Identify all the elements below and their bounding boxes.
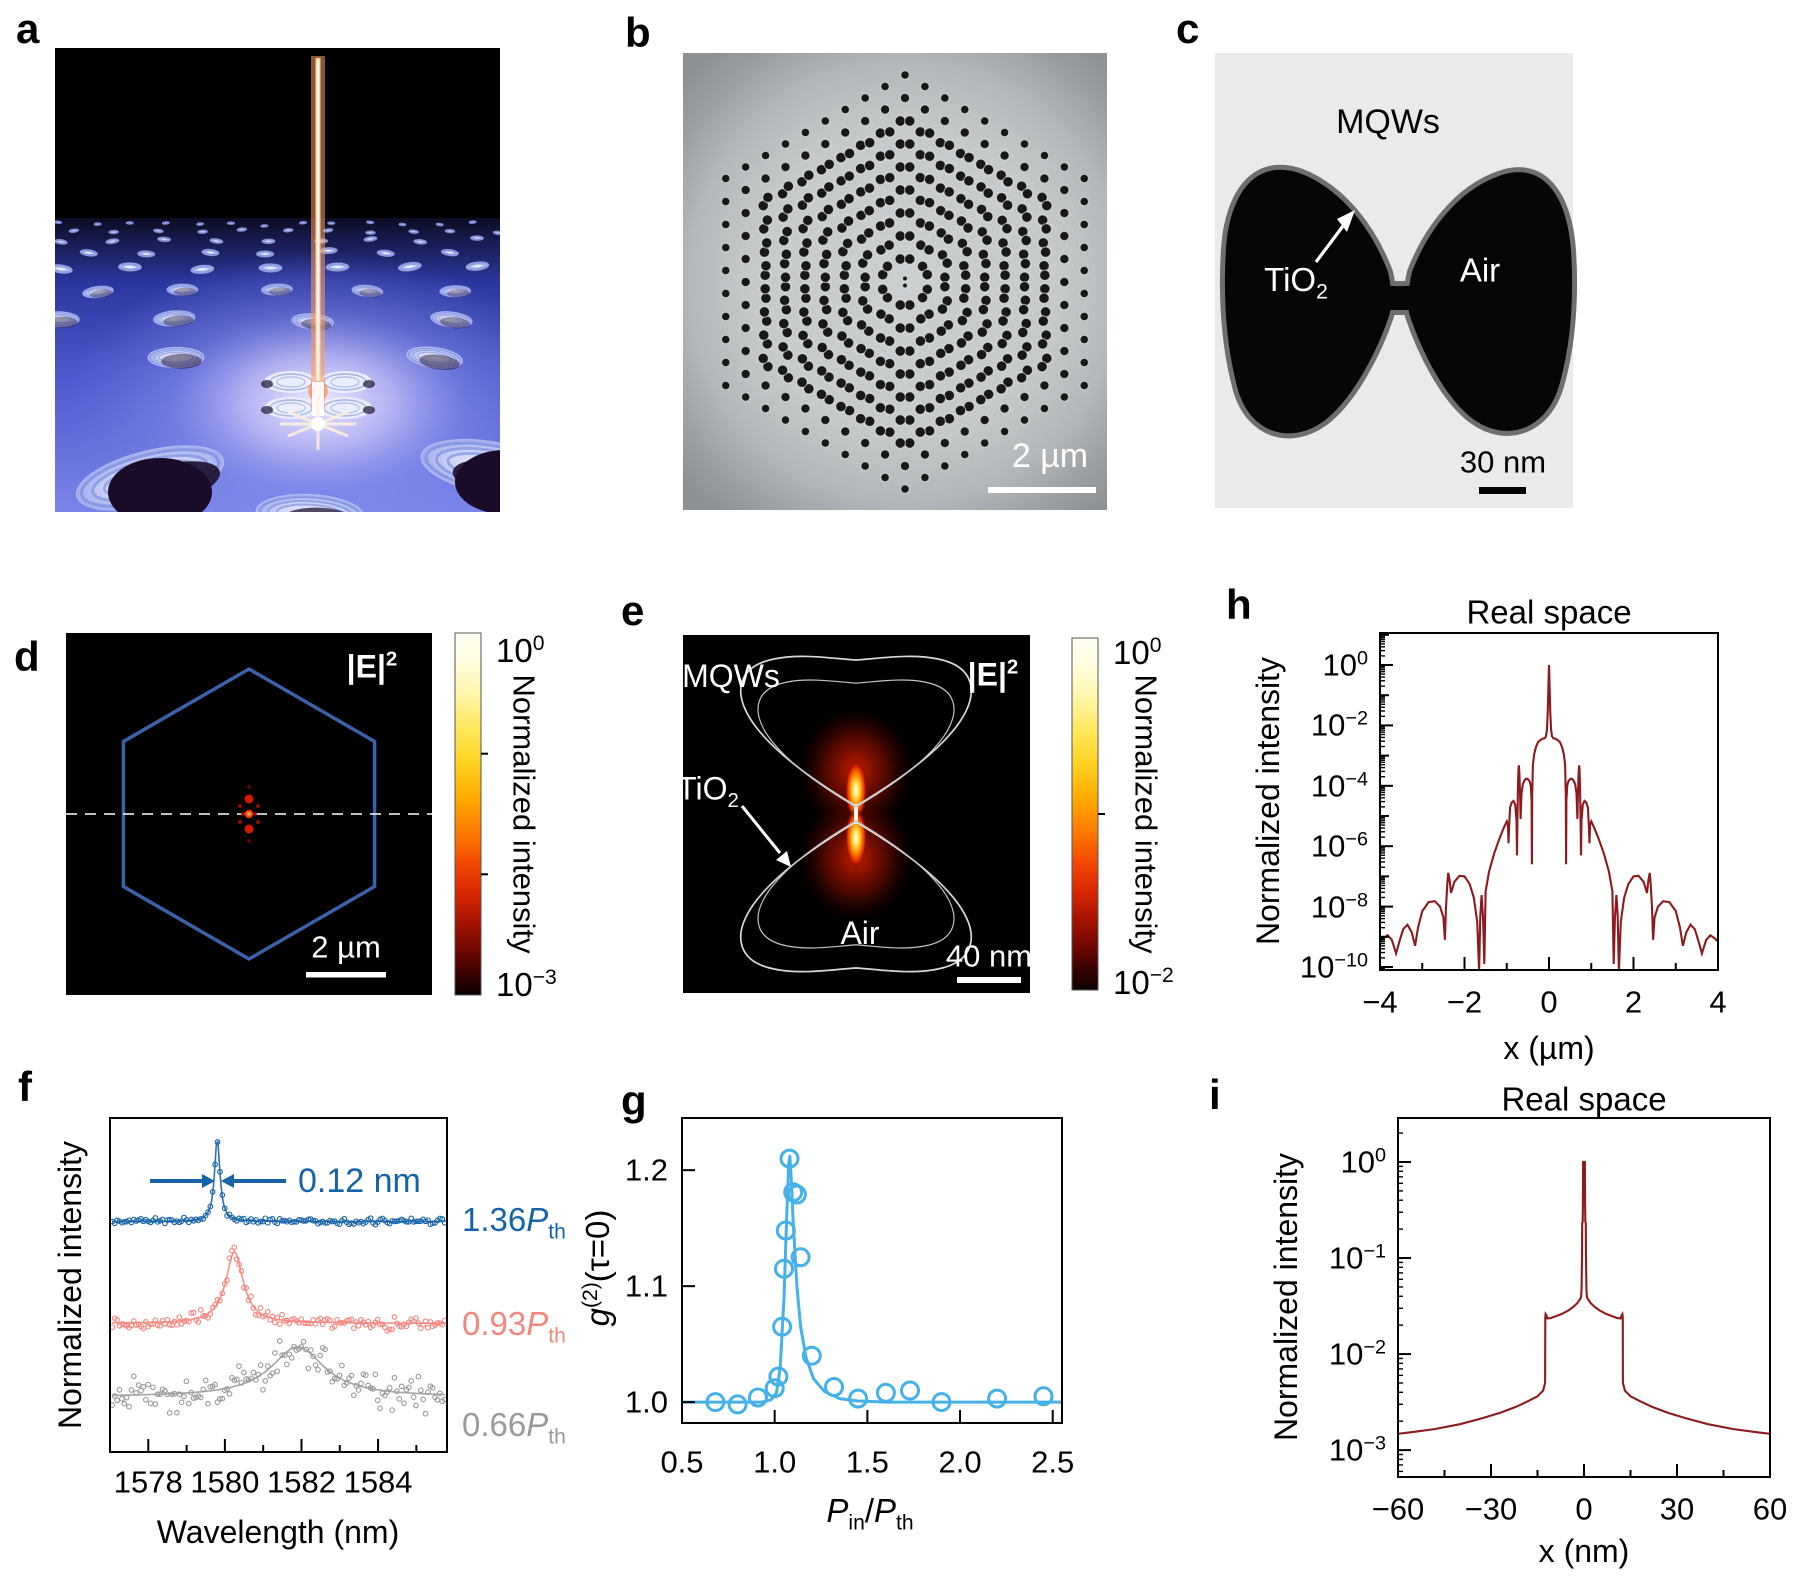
panel-label-g: g xyxy=(621,1077,647,1124)
panel-c-tem xyxy=(1215,53,1578,508)
panel-b-sem xyxy=(683,53,1107,510)
panel-label-b: b xyxy=(625,9,651,56)
panel-f-annotation-arrows xyxy=(150,1174,286,1188)
panel-e-fieldmap xyxy=(683,635,1030,993)
panel-i-chart xyxy=(1399,1160,1769,1435)
panel-f-spectra xyxy=(111,1139,446,1417)
panel-label-d: d xyxy=(14,633,40,680)
g2-fit-line xyxy=(682,1154,1062,1404)
i-intensity-curve xyxy=(1399,1160,1769,1435)
panel-label-c: c xyxy=(1176,5,1200,52)
panel-d-fieldmap xyxy=(66,632,488,996)
h-intensity-curve xyxy=(1381,664,1717,969)
spectrum-markers-0 xyxy=(111,1139,446,1228)
panel-h-chart xyxy=(1381,664,1717,969)
panel-label-f: f xyxy=(18,1063,32,1110)
panel-f-axes xyxy=(109,1117,448,1453)
spectrum-fit-line-2 xyxy=(111,1346,446,1397)
panel-i-axes xyxy=(1397,1117,1771,1478)
panel-g-axes xyxy=(681,1117,1063,1424)
g2-data-points xyxy=(705,1148,1054,1415)
panel-label-i: i xyxy=(1209,1071,1221,1118)
panel-a-render xyxy=(55,48,500,512)
panel-label-h: h xyxy=(1226,581,1252,628)
panel-h-axes xyxy=(1379,632,1719,971)
spectrum-markers-1 xyxy=(111,1244,446,1334)
spectrum-markers-2 xyxy=(111,1338,446,1417)
spectrum-fit-line-1 xyxy=(111,1250,446,1324)
panel-g-chart xyxy=(682,1148,1062,1415)
panel-e-colorbar xyxy=(1071,637,1099,991)
panel-label-a: a xyxy=(16,5,40,52)
panel-label-e: e xyxy=(621,587,645,634)
